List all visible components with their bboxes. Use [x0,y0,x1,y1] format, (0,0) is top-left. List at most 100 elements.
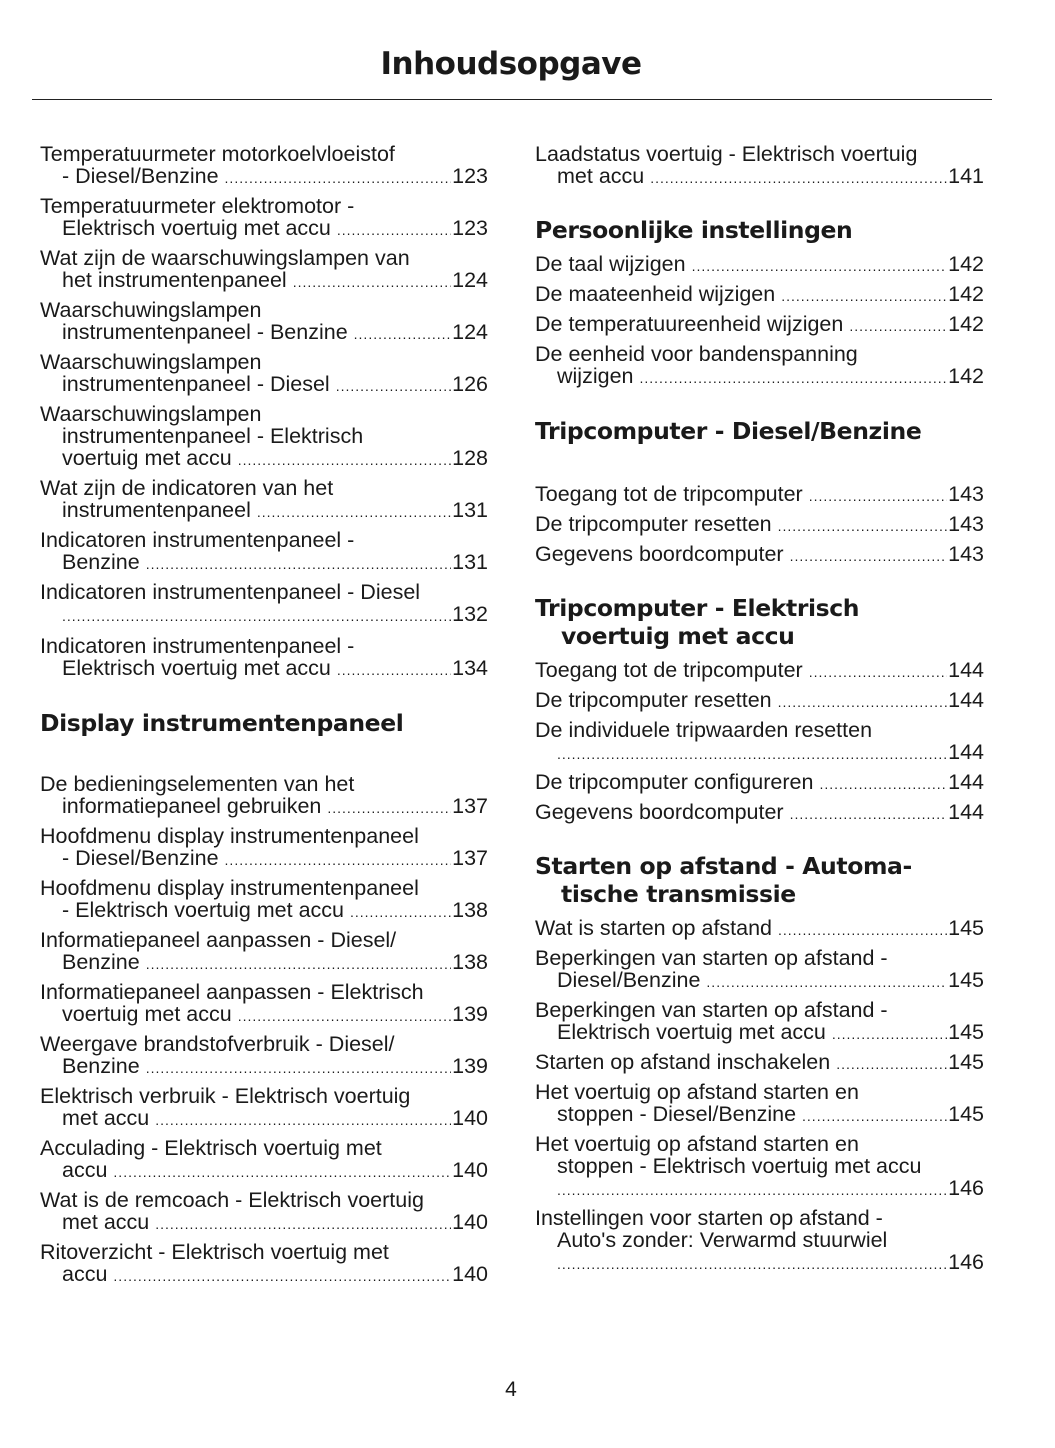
toc-page-number[interactable]: 145 [948,1020,984,1044]
toc-entry[interactable]: Wat zijn de waarschuwingslampen van het i… [40,247,488,293]
toc-page-number[interactable]: 144 [948,658,984,682]
toc-entry[interactable]: Gegevens boordcomputer 143 [535,543,984,567]
toc-entry[interactable]: De temperatuureenheid wijzigen 142 [535,313,984,337]
toc-entry-text: - Diesel/Benzine [62,164,219,188]
toc-entry[interactable]: De tripcomputer resetten 144 [535,689,984,713]
toc-entry[interactable]: Toegang tot de tripcomputer 144 [535,659,984,683]
toc-page-number[interactable]: 123 [452,164,488,188]
toc-page-number[interactable]: 143 [948,542,984,566]
toc-page-number[interactable]: 126 [452,372,488,396]
toc-entry[interactable]: Waarschuwingslampen instrumentenpaneel - … [40,351,488,397]
toc-page-number[interactable]: 128 [452,446,488,470]
toc-entry[interactable]: Weergave brandstofverbruik - Diesel/Benz… [40,1033,488,1079]
toc-entry[interactable]: De maateenheid wijzigen 142 [535,283,984,307]
toc-entry-text: stoppen - Elektrisch voertuig met accu [557,1154,922,1178]
toc-page-number[interactable]: 137 [452,794,488,818]
toc-entry[interactable]: Informatiepaneel aanpassen - Elektrisch v… [40,981,488,1027]
toc-entry-last-line: instrumentenpaneel - Benzine 124 [40,321,488,345]
toc-page-number[interactable]: 139 [452,1054,488,1078]
toc-entry-text: Diesel/Benzine [557,968,701,992]
toc-page-number[interactable]: 146 [948,1176,984,1200]
toc-page-number[interactable]: 143 [948,482,984,506]
toc-entry[interactable]: Indicatoren instrumentenpaneel - Diesel 1… [40,581,488,627]
toc-page-number[interactable]: 137 [452,846,488,870]
toc-entry[interactable]: Starten op afstand inschakelen 145 [535,1051,984,1075]
dot-leader [146,553,451,575]
toc-page-number[interactable]: 142 [948,252,984,276]
toc-entry[interactable]: Hoofdmenu display instrumentenpaneel - El… [40,877,488,923]
toc-entry[interactable]: Indicatoren instrumentenpaneel - Elektris… [40,635,488,681]
toc-entry[interactable]: Indicatoren instrumentenpaneel -Benzine 1… [40,529,488,575]
toc-page-number[interactable]: 132 [452,602,488,626]
toc-page-number[interactable]: 144 [948,800,984,824]
toc-page-number[interactable]: 134 [452,656,488,680]
toc-entry[interactable]: Het voertuig op afstand starten en stoppe… [535,1133,984,1201]
toc-page-number[interactable]: 139 [452,1002,488,1026]
toc-page-number[interactable]: 138 [452,898,488,922]
toc-entry[interactable]: Waarschuwingslampen instrumentenpaneel - … [40,299,488,345]
toc-page-number[interactable]: 145 [948,1050,984,1074]
toc-page-number[interactable]: 140 [452,1106,488,1130]
toc-page-number[interactable]: 123 [452,216,488,240]
dot-leader [706,971,947,993]
toc-page-number[interactable]: 140 [452,1158,488,1182]
toc-entry[interactable]: Temperatuurmeter motorkoelvloeistof - Die… [40,143,488,189]
toc-entry[interactable]: Waarschuwingslampen instrumentenpaneel - … [40,403,488,471]
toc-entry-text: instrumentenpaneel - Benzine [62,320,348,344]
toc-entry-text: Elektrisch voertuig met accu [62,656,331,680]
toc-entry[interactable]: De bedieningselementen van het informatie… [40,773,488,819]
toc-entry[interactable]: Wat zijn de indicatoren van het instrumen… [40,477,488,523]
toc-entry[interactable]: De tripcomputer resetten 143 [535,513,984,537]
toc-page-number[interactable]: 144 [948,740,984,764]
dot-leader [809,485,947,507]
toc-page-number[interactable]: 140 [452,1210,488,1234]
toc-entry[interactable]: Beperkingen van starten op afstand - Dies… [535,947,984,993]
section-heading: Display instrumentenpaneel [40,709,488,737]
toc-entry[interactable]: Informatiepaneel aanpassen - Diesel/Benz… [40,929,488,975]
toc-entry[interactable]: De individuele tripwaarden resetten 144 [535,719,984,765]
toc-page-number[interactable]: 144 [948,688,984,712]
toc-entry[interactable]: Laadstatus voertuig - Elektrisch voertui… [535,143,984,189]
toc-entry[interactable]: De tripcomputer configureren 144 [535,771,984,795]
toc-page-number[interactable]: 146 [948,1250,984,1274]
toc-page-number[interactable]: 138 [452,950,488,974]
toc-page-number[interactable]: 124 [452,320,488,344]
toc-entry[interactable]: Elektrisch verbruik - Elektrisch voertui… [40,1085,488,1131]
toc-entry[interactable]: Toegang tot de tripcomputer 143 [535,483,984,507]
toc-entry-last-line: 144 [535,741,984,765]
toc-entry[interactable]: De taal wijzigen 142 [535,253,984,277]
dot-leader [337,219,451,241]
toc-page-number[interactable]: 145 [948,968,984,992]
toc-page-number[interactable]: 145 [948,916,984,940]
toc-entry[interactable]: Temperatuurmeter elektromotor - Elektrisc… [40,195,488,241]
toc-entry-text: Auto's zonder: Verwarmd stuurwiel [557,1228,888,1252]
toc-entry[interactable]: Wat is starten op afstand 145 [535,917,984,941]
toc-entry-text: Toegang tot de tripcomputer [535,482,803,506]
toc-page-number[interactable]: 131 [452,498,488,522]
toc-page-number[interactable]: 142 [948,364,984,388]
toc-entry-last-line: De tripcomputer resetten 143 [535,513,984,537]
toc-entry[interactable]: Wat is de remcoach - Elektrisch voertuig… [40,1189,488,1235]
toc-page-number[interactable]: 143 [948,512,984,536]
toc-entry-text: Elektrisch voertuig met accu [557,1020,826,1044]
toc-page-number[interactable]: 124 [452,268,488,292]
toc-page-number[interactable]: 140 [452,1262,488,1286]
toc-page-number[interactable]: 145 [948,1102,984,1126]
dot-leader [778,515,948,537]
toc-page-number[interactable]: 142 [948,282,984,306]
toc-page-number[interactable]: 141 [948,164,984,188]
toc-page-number[interactable]: 142 [948,312,984,336]
toc-entry[interactable]: Acculading - Elektrisch voertuig met accu… [40,1137,488,1183]
toc-page-number[interactable]: 144 [948,770,984,794]
toc-entry-last-line: Toegang tot de tripcomputer 144 [535,659,984,683]
toc-page-number[interactable]: 131 [452,550,488,574]
toc-entry[interactable]: Hoofdmenu display instrumentenpaneel - Di… [40,825,488,871]
toc-entry[interactable]: Het voertuig op afstand starten en stoppe… [535,1081,984,1127]
toc-entry-last-line: met accu 140 [40,1211,488,1235]
toc-entry[interactable]: Beperkingen van starten op afstand - Elek… [535,999,984,1045]
toc-entry[interactable]: Ritoverzicht - Elektrisch voertuig met ac… [40,1241,488,1287]
toc-entry-text: Beperkingen van starten op afstand - [535,998,888,1022]
toc-entry[interactable]: Gegevens boordcomputer 144 [535,801,984,825]
toc-entry[interactable]: Instellingen voor starten op afstand - Au… [535,1207,984,1275]
